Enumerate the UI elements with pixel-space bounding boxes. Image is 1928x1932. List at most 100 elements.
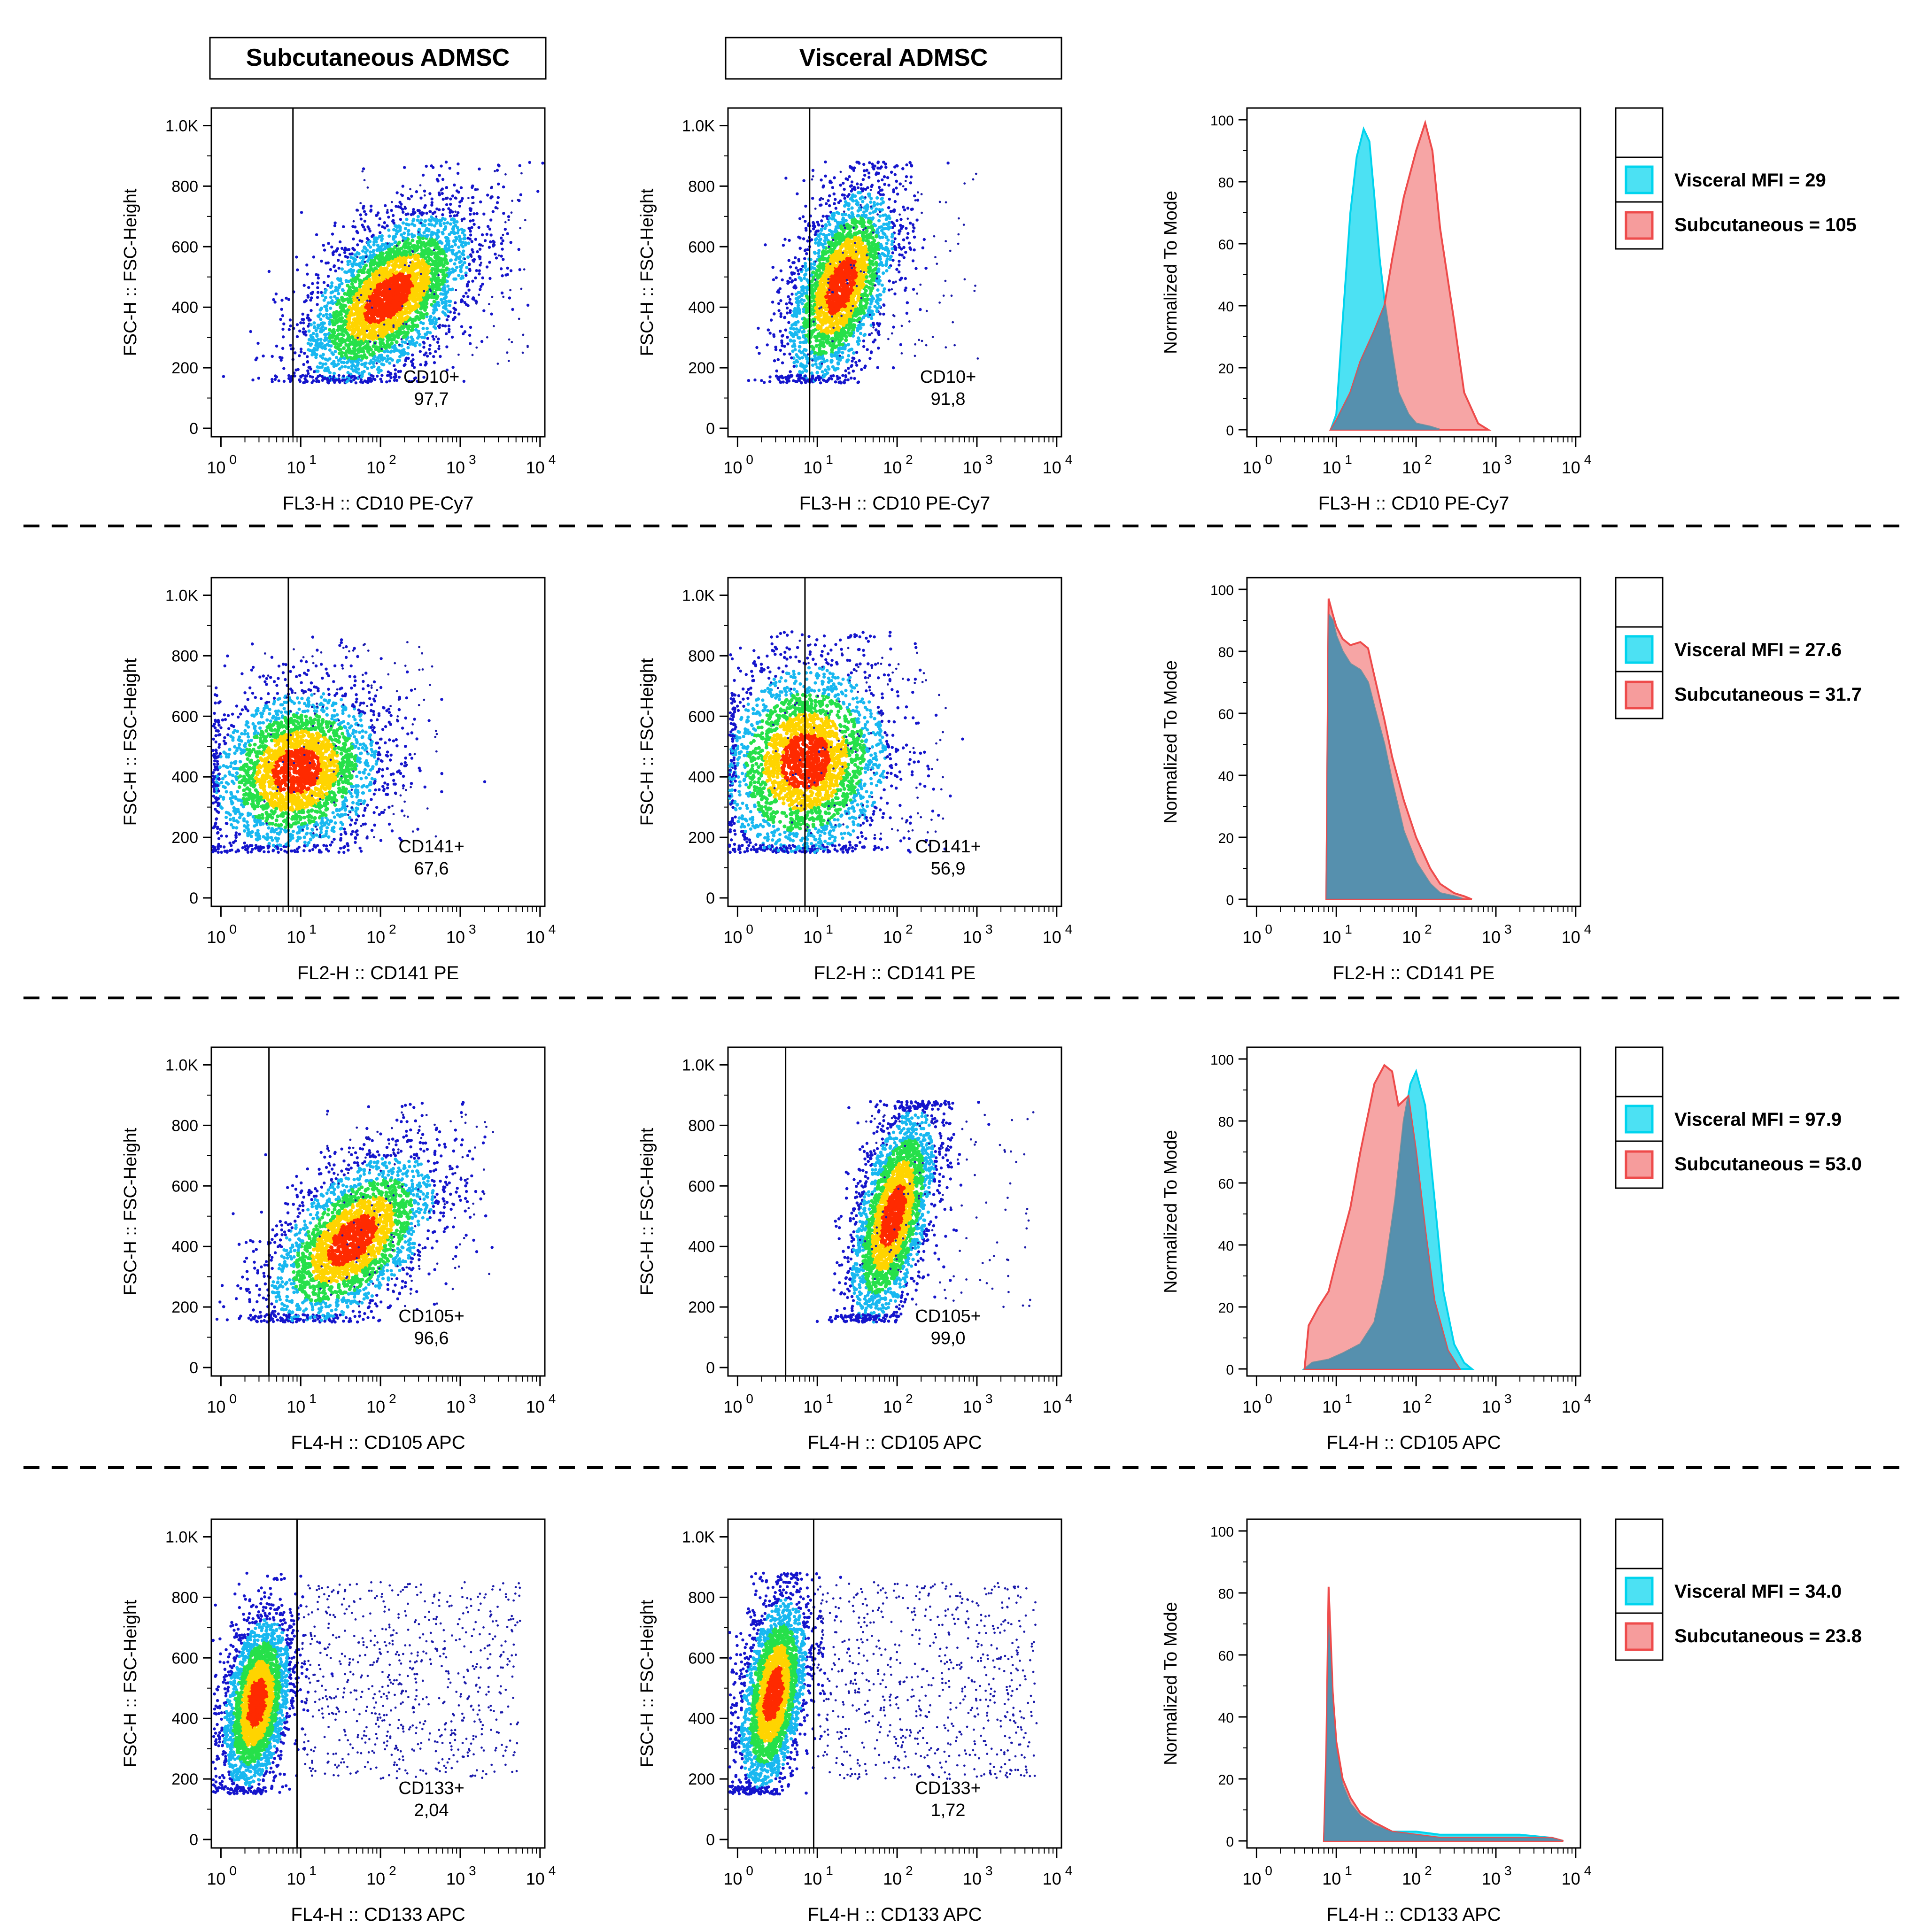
scatter-point [312,332,315,335]
scatter-point [317,277,320,279]
scatter-point [257,377,260,379]
scatter-point [320,330,323,333]
scatter-point [449,203,452,206]
scatter-point [427,223,431,226]
scatter-point [486,193,489,196]
scatter-point [407,229,410,232]
scatter-point [457,246,460,249]
scatter-point [280,308,283,311]
scatter-point [360,217,363,220]
scatter-point [451,249,455,252]
scatter-point [377,211,379,214]
scatter-point [370,205,372,208]
scatter-point [316,296,319,299]
x-tick-label-exponent: 3 [469,452,476,467]
scatter-point [334,286,338,289]
scatter-point [307,372,310,375]
scatter-point [446,221,449,224]
scatter-point [492,210,495,213]
y-tick-label: 600 [171,238,198,256]
scatter-point [281,314,284,317]
scatter-point [488,228,491,231]
scatter-point [471,240,473,243]
scatter-points [222,161,544,385]
scatter-point [426,355,429,357]
scatter-point [429,352,432,355]
scatter-point [302,327,305,330]
scatter-point [418,343,421,347]
scatter-point [393,364,395,367]
scatter-point [312,321,316,325]
scatter-point [344,365,347,368]
y-tick-label: 400 [171,299,198,317]
scatter-point [489,218,492,221]
scatter-point [457,312,460,315]
scatter-point [222,375,225,378]
x-tick-label-base: 10 [526,458,545,477]
scatter-point [417,209,419,212]
scatter-point [478,168,480,170]
scatter-point [313,325,316,328]
scatter-point [300,348,302,350]
scatter-point [295,255,298,258]
scatter-point [425,351,427,354]
scatter-point [477,226,480,229]
scatter-point [467,280,470,283]
scatter-point [488,277,491,280]
scatter-point [433,338,435,340]
scatter-point [288,328,291,331]
figure: Subcutaneous ADMSC Visceral ADMSC 10 0 10 1 10… [0,0,1928,1932]
scatter-point [329,296,333,299]
scatter-point [481,277,484,279]
scatter-point [333,372,336,375]
scatter-point [466,295,469,298]
x-tick-label-exponent: 4 [549,452,556,467]
scatter-point [476,250,479,253]
scatter-point [341,247,343,250]
scatter-point [404,227,407,230]
scatter-point [441,213,444,216]
scatter-point [419,363,422,366]
scatter-point [426,337,429,340]
scatter-point [340,361,343,364]
scatter-point [422,174,425,177]
scatter-point [330,351,333,355]
scatter-point [400,233,403,237]
scatter-point [424,204,427,207]
column-header: Visceral ADMSC [799,44,988,71]
scatter-point [386,355,389,358]
scatter-point [463,380,465,383]
figure-canvas: Subcutaneous ADMSC Visceral ADMSC10 0 10 1 10… [0,0,1928,1932]
x-tick-label-base: 10 [286,458,305,477]
scatter-point [303,284,306,287]
scatter-point [345,349,348,353]
scatter-point [262,355,264,357]
x-tick-label-base: 10 [207,458,225,477]
scatter-point [333,375,335,378]
scatter-point [519,164,521,167]
scatter-point [466,283,469,286]
scatter-point [437,347,440,350]
scatter-point [449,198,452,201]
scatter-point [504,228,507,231]
column-header: Subcutaneous ADMSC [246,44,510,71]
scatter-point [289,344,292,347]
scatter-point [471,280,474,283]
y-tick-label: 1.0K [165,117,198,135]
x-tick-label-exponent: 0 [229,452,237,467]
scatter-point [510,269,512,272]
scatter-point [467,241,470,245]
scatter-point [280,359,283,362]
scatter-point [541,162,544,164]
scatter-point [376,375,379,378]
scatter-point [293,374,296,377]
scatter-point [283,380,286,383]
scatter-point [340,282,343,285]
scatter-point [387,216,390,218]
scatter-point [433,361,436,364]
scatter-point [469,233,472,236]
x-tick-label-base: 10 [366,458,385,477]
scatter-point [419,350,422,353]
scatter-point [460,325,463,328]
scatter-point [451,194,454,197]
